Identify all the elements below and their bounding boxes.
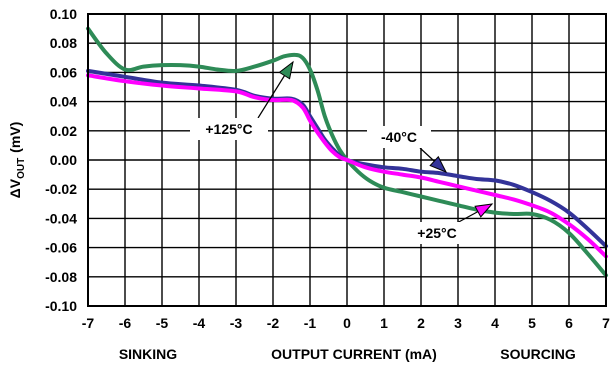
y-tick-label: -0.06: [45, 240, 77, 256]
annotation-box: [367, 126, 431, 148]
annotation-box: [405, 222, 469, 244]
annotation-label: +125°C: [205, 121, 252, 137]
annotation-label: -40°C: [381, 129, 417, 145]
x-tick-label: 6: [565, 315, 573, 331]
plot-frame: [87, 13, 607, 307]
x-tick-label: 3: [454, 315, 462, 331]
y-tick-label: -0.08: [45, 269, 77, 285]
x-tick-label: -2: [267, 315, 280, 331]
series-group: [86, 26, 608, 278]
x-tick-label: 7: [602, 315, 610, 331]
series-line-plusminus-125c: [86, 26, 608, 278]
annotation-arrowhead: [474, 203, 494, 218]
annotation-label: +25°C: [417, 225, 456, 241]
y-tick-labels: 0.10 0.08 0.06 0.04 0.02 0.00 -0.02 -0.04 -0.06 -…: [45, 6, 77, 314]
x-tick-label: -6: [119, 315, 132, 331]
y-tick-label: 0.10: [50, 6, 77, 22]
x-tick-label: 1: [380, 315, 388, 331]
y-tick-label: -0.04: [45, 210, 77, 226]
y-tick-label: 0.04: [50, 94, 77, 110]
x-tick-label: -4: [193, 315, 206, 331]
x-tick-labels: -7 -6 -5 -4 -3 -2 -1 0 1 2 3 4 5 6 7: [82, 315, 610, 331]
x-axis-label: OUTPUT CURRENT (mA): [271, 346, 437, 362]
y-tick-label: 0.02: [50, 123, 77, 139]
x-tick-label: 2: [417, 315, 425, 331]
x-tick-label: -5: [156, 315, 169, 331]
x-tick-label: 4: [491, 315, 499, 331]
annotation-arrowhead: [429, 155, 448, 173]
y-tick-label: 0.00: [50, 152, 77, 168]
y-tick-label: -0.10: [45, 298, 77, 314]
sourcing-label: SOURCING: [500, 346, 576, 362]
y-tick-label: 0.06: [50, 64, 77, 80]
x-tick-label: -1: [304, 315, 317, 331]
x-tick-label: 5: [528, 315, 536, 331]
y-axis-label-unit: (mV): [7, 122, 23, 153]
x-tick-label: -3: [230, 315, 243, 331]
x-tick-label: 0: [343, 315, 351, 331]
annotations: +125°C -40°C +25°C: [190, 60, 494, 244]
y-tick-label: 0.08: [50, 35, 77, 51]
annotation-box: [190, 118, 268, 140]
series-line-plusminus-25c: [86, 73, 608, 259]
y-axis-label-main: ΔV: [7, 178, 23, 198]
annotation-arrowhead: [278, 60, 294, 80]
x-tick-label: -7: [82, 315, 95, 331]
y-axis-label: ΔVOUT (mV): [7, 122, 27, 199]
y-axis-label-sub: OUT: [16, 158, 27, 179]
sinking-label: SINKING: [119, 346, 177, 362]
y-tick-label: -0.02: [45, 181, 77, 197]
